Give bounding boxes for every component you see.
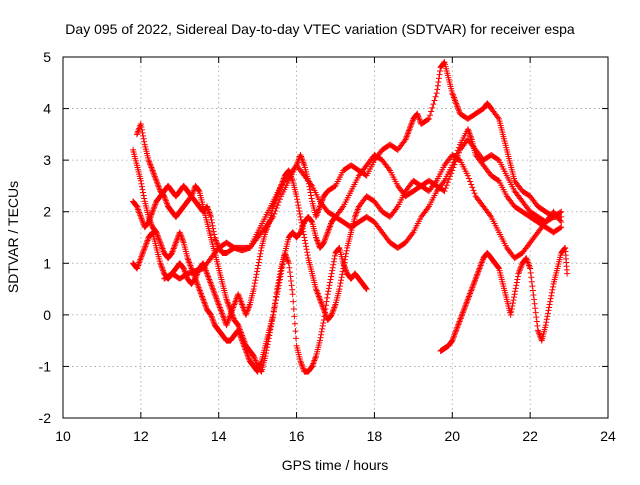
plus-markers (130, 182, 370, 375)
x-axis-label: GPS time / hours (282, 457, 389, 473)
x-tick-label: 12 (133, 428, 149, 444)
x-tick-label: 16 (289, 428, 305, 444)
y-tick-label: -2 (39, 410, 52, 426)
x-tick-label: 20 (444, 428, 460, 444)
x-tick-label: 22 (522, 428, 538, 444)
x-tick-label: 14 (211, 428, 227, 444)
chart-title: Day 095 of 2022, Sidereal Day-to-day VTE… (65, 21, 575, 37)
data-points-layer (130, 59, 571, 375)
x-tick-label: 10 (55, 428, 71, 444)
y-tick-label: 3 (43, 152, 51, 168)
y-tick-label: 4 (43, 101, 51, 117)
x-tick-label: 18 (367, 428, 383, 444)
plot-frame (62, 56, 609, 419)
plus-markers (437, 244, 571, 354)
series-track-d (130, 182, 370, 375)
y-axis-label: SDTVAR / TECUs (5, 181, 21, 293)
series-track-e (437, 244, 571, 354)
plus-markers (161, 136, 565, 282)
y-tick-label: -1 (39, 358, 52, 374)
x-tick-label: 24 (600, 428, 616, 444)
series-track-f (161, 136, 565, 282)
y-tick-label: 5 (43, 49, 51, 65)
y-tick-label: 2 (43, 204, 51, 220)
y-tick-label: 1 (43, 255, 51, 271)
y-tick-label: 0 (43, 307, 51, 323)
